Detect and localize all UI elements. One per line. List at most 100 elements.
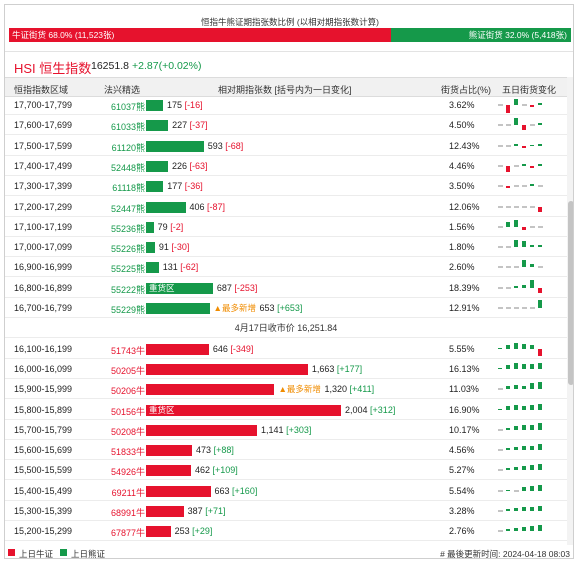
bear-legend-swatch	[60, 549, 67, 556]
bull-row[interactable]: 15,700-15,799 50208牛 1,141 [+303] 10.17%	[5, 420, 567, 440]
sparkline-flat-mark	[506, 287, 511, 289]
warrant-code-link[interactable]: 55222熊	[110, 284, 145, 295]
warrant-code-link[interactable]: 50156牛	[110, 406, 145, 417]
bull-row[interactable]: 16,000-16,099 50205牛 1,663 [+177] 16.13%	[5, 359, 567, 379]
bear-row[interactable]: 17,100-17,199 55236熊 79 [-2] 1.56%	[5, 217, 567, 237]
contracts-value: 593 [-68]	[208, 141, 244, 151]
warrant-code-link[interactable]: 61120熊	[111, 142, 145, 153]
contracts-daily-change: [-68]	[225, 140, 244, 151]
bull-row[interactable]: 15,800-15,899 50156牛 重货区 2,004 [+312] 16.90%	[5, 400, 567, 420]
sparkline-bar	[530, 245, 534, 248]
warrant-code-link[interactable]: 69211牛	[111, 487, 145, 498]
warrant-code-link[interactable]: 68991牛	[110, 508, 145, 518]
bear-row[interactable]: 17,000-17,099 55226熊 91 [-30] 1.80%	[5, 237, 567, 258]
sparkline-flat-mark	[538, 266, 543, 268]
sparkline-bar	[522, 260, 526, 268]
sparkline-bar	[506, 468, 510, 471]
warrant-code-link[interactable]: 52448熊	[110, 162, 145, 173]
sparkline-bar	[514, 342, 518, 349]
sparkline-bar	[538, 245, 542, 248]
contracts-bar	[146, 120, 169, 132]
bull-row[interactable]: 15,300-15,399 68991牛 387 [+71] 3.28%	[5, 501, 567, 521]
warrant-code-link[interactable]: 50208牛	[110, 426, 145, 437]
contracts-daily-change: [+177]	[336, 363, 363, 374]
warrant-code-link[interactable]: 50205牛	[110, 365, 145, 376]
sparkline-flat-mark	[498, 388, 503, 390]
warrant-code-link[interactable]: 61118熊	[112, 183, 145, 194]
warrant-code-link[interactable]: 55236熊	[110, 223, 145, 234]
warrant-code-link[interactable]: 55225熊	[110, 264, 145, 275]
price-range: 15,700-15,799	[14, 424, 73, 435]
warrant-code-link[interactable]: 54926牛	[110, 467, 145, 478]
bull-row[interactable]: 15,400-15,499 69211牛 663 [+160] 5.54%	[5, 481, 567, 501]
bull-legend-label: 上日牛证	[19, 549, 54, 559]
bull-row[interactable]: 16,100-16,199 51743牛 646 [-349] 5.55%	[5, 339, 567, 359]
bear-row[interactable]: 17,500-17,599 61120熊 593 [-68] 12.43%	[5, 136, 567, 156]
bull-row[interactable]: 15,600-15,699 51833牛 473 [+88] 4.56%	[5, 440, 567, 461]
sparkline-bar	[522, 226, 526, 230]
outstanding-percent: 3.28%	[449, 506, 475, 516]
bear-row[interactable]: 16,700-16,799 55229熊 ▲最多新增 653 [+653] 12.91%	[5, 298, 567, 318]
outstanding-percent: 16.90%	[449, 404, 480, 415]
sparkline-flat-mark	[514, 185, 519, 187]
bear-row[interactable]: 17,600-17,699 61033熊 227 [-37] 4.50%	[5, 115, 567, 136]
sparkline-flat-mark	[498, 226, 503, 228]
price-range: 16,900-16,999	[14, 262, 73, 273]
contracts-count: 1,141	[261, 424, 284, 435]
scrollbar[interactable]	[567, 77, 573, 545]
contracts-daily-change: [-87]	[207, 201, 226, 212]
warrant-code-link[interactable]: 55226熊	[110, 244, 145, 255]
five-day-change-sparkline	[498, 143, 542, 148]
bear-row[interactable]: 17,200-17,299 52447熊 406 [-87] 12.06%	[5, 197, 567, 217]
price-range: 17,400-17,499	[14, 160, 73, 171]
sparkline-bar	[538, 287, 542, 293]
contracts-count: 406	[189, 201, 205, 212]
bear-ratio-segment: 熊证街货 32.0% (5,418张)	[391, 28, 571, 42]
warrant-code-link[interactable]: 50206牛	[110, 386, 145, 397]
price-range: 17,000-17,099	[14, 242, 73, 253]
price-range: 15,200-15,299	[14, 526, 73, 537]
bear-row[interactable]: 17,700-17,799 61037熊 175 [-16] 3.62%	[5, 97, 567, 115]
bear-row[interactable]: 16,900-16,999 55225熊 131 [-62] 2.60%	[5, 257, 567, 278]
sparkline-flat-mark	[498, 185, 503, 187]
contracts-value: 473 [+88]	[196, 445, 234, 455]
outstanding-percent: 1.80%	[449, 242, 475, 253]
warrant-code-link[interactable]: 61037熊	[110, 102, 145, 112]
bear-row[interactable]: 16,800-16,899 55222熊 重货区 687 [-253] 18.39%	[5, 278, 567, 298]
bear-row[interactable]: 17,300-17,399 61118熊 177 [-36] 3.50%	[5, 176, 567, 197]
bull-row[interactable]: 15,900-15,999 50206牛 ▲最多新增 1,320 [+411] 11.0…	[5, 379, 567, 400]
warrant-code-link[interactable]: 51743牛	[110, 345, 145, 356]
five-day-change-sparkline	[498, 382, 542, 390]
last-updated: # 最後更新时间: 2024-04-18 08:03	[440, 549, 570, 559]
contracts-count: 2,004	[345, 404, 368, 415]
warrant-code-link[interactable]: 67877牛	[110, 528, 145, 539]
sparkline-bar	[514, 362, 518, 369]
price-range: 15,600-15,699	[14, 445, 73, 456]
sparkline-bar	[514, 240, 518, 248]
sparkline-flat-mark	[498, 469, 503, 471]
scrollbar-thumb[interactable]	[568, 201, 573, 385]
warrant-code-link[interactable]: 51833牛	[110, 447, 145, 458]
cbbc-table-body[interactable]: 17,700-17,799 61037熊 175 [-16] 3.62% 17,600-…	[5, 97, 567, 545]
contracts-bar	[146, 221, 154, 233]
contracts-bar	[146, 445, 193, 457]
sparkline-flat-mark	[506, 206, 511, 207]
bear-row[interactable]: 17,400-17,499 52448熊 226 [-63] 4.46%	[5, 156, 567, 176]
bull-row[interactable]: 15,200-15,299 67877牛 253 [+29] 2.76%	[5, 521, 567, 542]
sparkline-bar	[522, 343, 526, 349]
warrant-code-link[interactable]: 55229熊	[110, 305, 145, 315]
five-day-change-sparkline	[498, 403, 542, 410]
sparkline-flat-mark	[514, 266, 519, 268]
warrant-code-link[interactable]: 52447熊	[110, 203, 145, 214]
index-summary: HSI 恒生指数 16251.8 +2.87(+0.02%)	[5, 51, 573, 76]
sparkline-bar	[506, 386, 510, 390]
sparkline-bar	[538, 103, 542, 105]
sparkline-bar	[530, 144, 534, 146]
sparkline-bar	[506, 405, 510, 410]
sparkline-bar	[538, 444, 542, 451]
warrant-code-link[interactable]: 61033熊	[110, 122, 145, 133]
sparkline-bar	[498, 347, 502, 349]
sparkline-bar	[530, 446, 534, 451]
price-range: 15,500-15,599	[14, 465, 73, 476]
bull-row[interactable]: 15,500-15,599 54926牛 462 [+109] 5.27%	[5, 460, 567, 481]
